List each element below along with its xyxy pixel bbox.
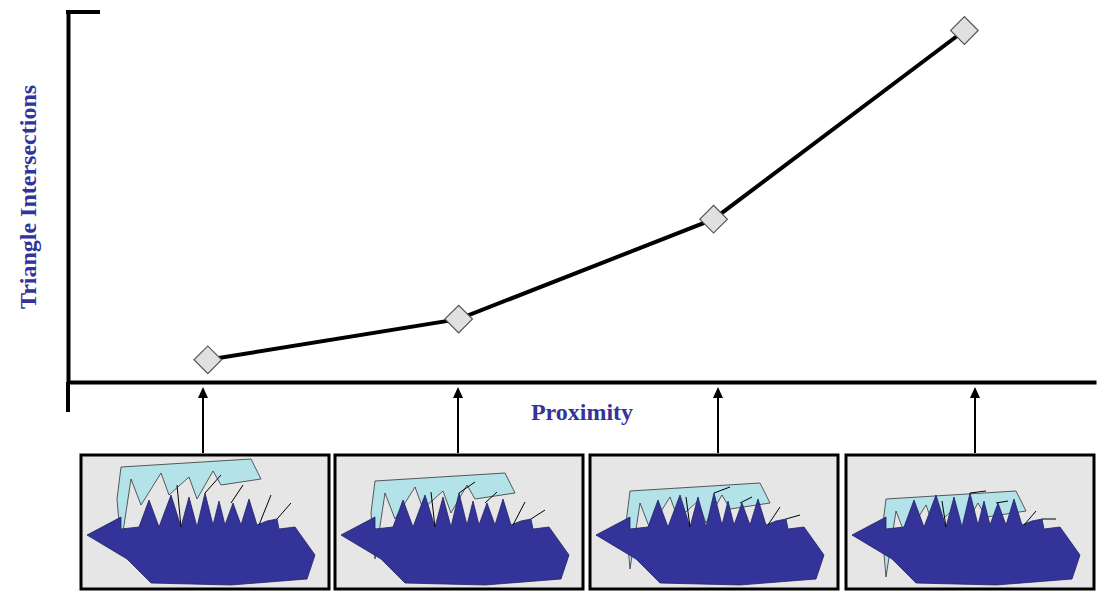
marker bbox=[445, 305, 473, 333]
spike bbox=[277, 503, 291, 519]
thumbnail-background bbox=[335, 455, 583, 589]
spike bbox=[786, 515, 800, 519]
lower-shape bbox=[596, 493, 824, 585]
spike bbox=[996, 501, 1008, 503]
lower-shape bbox=[87, 493, 315, 585]
line bbox=[208, 31, 965, 360]
thumbnail-content bbox=[341, 473, 569, 585]
chart: Proximity Triangle Intersections bbox=[0, 0, 1100, 592]
thumbnail-background bbox=[846, 455, 1094, 589]
spike bbox=[513, 502, 525, 525]
lower-shape bbox=[852, 493, 1080, 585]
thumbnail-border bbox=[846, 455, 1094, 589]
spike bbox=[431, 492, 435, 527]
axis-cap bbox=[66, 10, 100, 14]
spike bbox=[205, 475, 221, 493]
marker bbox=[951, 17, 979, 45]
spike bbox=[231, 485, 243, 503]
spike bbox=[740, 497, 752, 503]
thumbnail-background bbox=[81, 455, 329, 589]
x-axis bbox=[69, 382, 1097, 383]
thumbnail bbox=[590, 455, 838, 589]
spike bbox=[1024, 511, 1036, 525]
thumbnail-border bbox=[335, 455, 583, 589]
arrow-shaft bbox=[974, 396, 976, 453]
thumbnail bbox=[335, 455, 583, 589]
arrow-shaft bbox=[202, 396, 204, 453]
lower-shape bbox=[341, 493, 569, 585]
arrow-head bbox=[453, 387, 463, 398]
thumbnail-content bbox=[852, 491, 1080, 585]
thumbnail-content bbox=[87, 459, 315, 585]
y-axis-line bbox=[67, 13, 71, 383]
thumbnail-background bbox=[590, 455, 838, 589]
arrow-head bbox=[713, 387, 723, 398]
spike bbox=[531, 510, 545, 519]
x-axis-line bbox=[69, 381, 1097, 385]
thumbnail bbox=[846, 455, 1094, 589]
spike bbox=[768, 507, 780, 525]
arrow-shaft bbox=[717, 396, 719, 453]
spike bbox=[686, 497, 690, 527]
thumbnail-border bbox=[590, 455, 838, 589]
spike bbox=[259, 495, 271, 525]
y-axis-title: Triangle Intersections bbox=[15, 85, 41, 309]
arrow-head bbox=[198, 387, 208, 398]
spike bbox=[1042, 519, 1056, 520]
spike bbox=[942, 501, 946, 527]
arrow-head bbox=[970, 387, 980, 398]
spike bbox=[177, 485, 181, 527]
axis-extension bbox=[66, 382, 70, 412]
spike bbox=[485, 492, 497, 503]
arrow-shaft bbox=[457, 396, 459, 453]
x-axis-title: Proximity bbox=[531, 399, 633, 425]
thumbnail bbox=[81, 455, 329, 589]
thumbnail-border bbox=[81, 455, 329, 589]
thumbnail-content bbox=[596, 483, 824, 585]
y-axis bbox=[68, 13, 69, 383]
plot-area bbox=[194, 17, 978, 374]
marker bbox=[194, 346, 222, 374]
spike bbox=[459, 482, 475, 493]
spike bbox=[714, 487, 730, 493]
spike bbox=[970, 491, 986, 493]
marker bbox=[700, 205, 728, 233]
